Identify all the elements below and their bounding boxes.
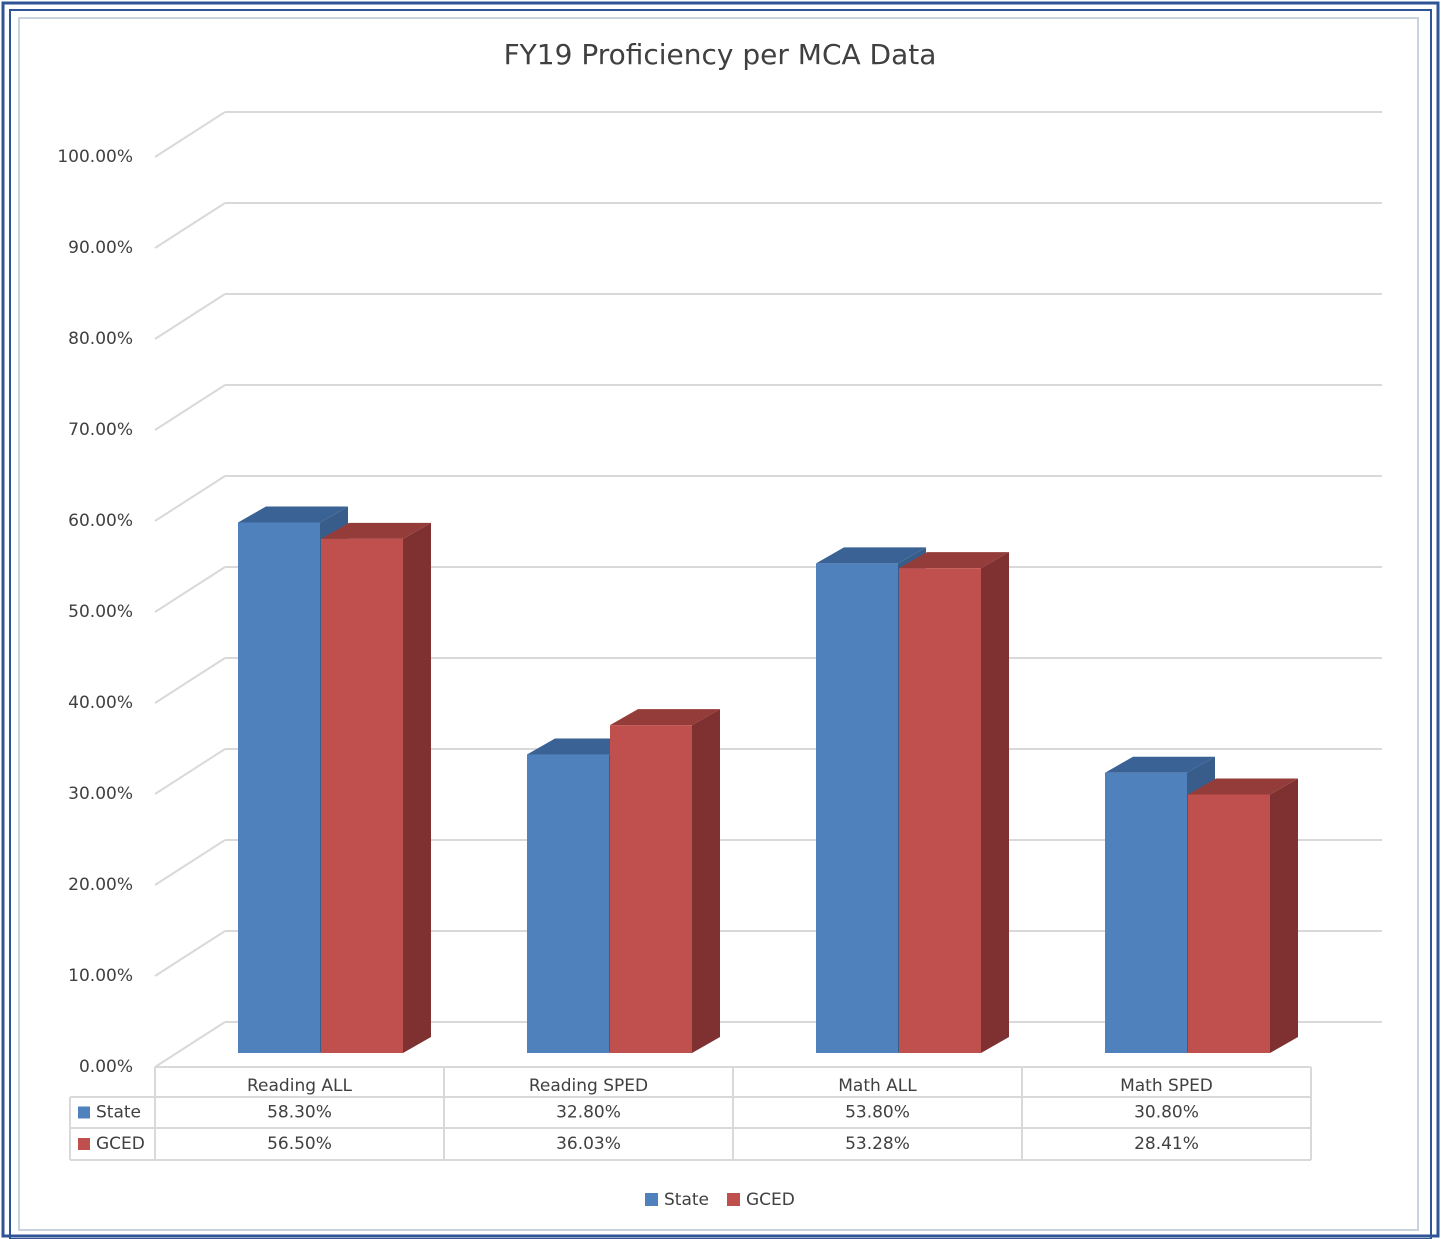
y-tick-label: 0.00% [79,1057,133,1077]
table-value: 32.80% [556,1103,621,1123]
legend-key [645,1193,658,1206]
grid-line [154,202,226,249]
table-value: 58.30% [267,1103,332,1123]
table-value: 53.80% [845,1103,910,1123]
bar [816,563,898,1053]
grid-line [154,1021,226,1068]
bar [527,754,609,1053]
bar-side [981,552,1009,1053]
table-value: 53.28% [845,1134,910,1154]
legend-label: GCED [746,1190,795,1210]
grid-line [154,839,226,886]
bar-side [403,522,431,1053]
x-tick-label: Reading SPED [529,1076,648,1096]
bar [1188,794,1270,1053]
y-tick-label: 20.00% [68,875,133,895]
bar-top [610,709,720,726]
bar-top [816,547,926,564]
chart-area [18,17,1419,1231]
grid-line [154,384,226,431]
y-tick-label: 90.00% [68,238,133,258]
table-legend-key [78,1138,90,1150]
table-value: 56.50% [267,1134,332,1154]
grid-line [154,566,226,613]
y-tick-label: 100.00% [57,147,133,167]
bar-side [1270,778,1298,1053]
bar [610,725,692,1053]
table-value: 28.41% [1134,1134,1199,1154]
bar-top [321,522,431,539]
bar-top [1105,756,1215,773]
y-tick-label: 70.00% [68,420,133,440]
y-tick-label: 50.00% [68,602,133,622]
grid-line [154,748,226,795]
y-tick-label: 60.00% [68,511,133,531]
bar [899,568,981,1053]
bar [321,538,403,1053]
grid-line [154,930,226,977]
legend-key [727,1193,740,1206]
bar-top [1188,778,1298,795]
legend-label: State [664,1190,709,1210]
grid-line [154,475,226,522]
x-tick-label: Math ALL [838,1076,917,1096]
bar-top [527,738,637,755]
y-tick-label: 30.00% [68,784,133,804]
inner-frame [9,9,1432,1239]
table-series-name: GCED [96,1134,145,1154]
bar-top [238,506,348,523]
grid-line [154,657,226,704]
chart-title: FY19 Proficiency per MCA Data [504,38,937,71]
bar [1105,772,1187,1053]
x-tick-label: Reading ALL [247,1076,353,1096]
x-tick-label: Math SPED [1120,1076,1213,1096]
bar-side [692,709,720,1053]
table-value: 36.03% [556,1134,621,1154]
table-legend-key [78,1106,90,1119]
y-tick-label: 80.00% [68,329,133,349]
y-tick-label: 10.00% [68,966,133,986]
grid-line [154,293,226,340]
bar-top [899,552,1009,569]
table-series-name: State [96,1103,141,1123]
table-value: 30.80% [1134,1103,1199,1123]
bar [238,522,320,1053]
grid-line [154,111,226,158]
y-tick-label: 40.00% [68,693,133,713]
